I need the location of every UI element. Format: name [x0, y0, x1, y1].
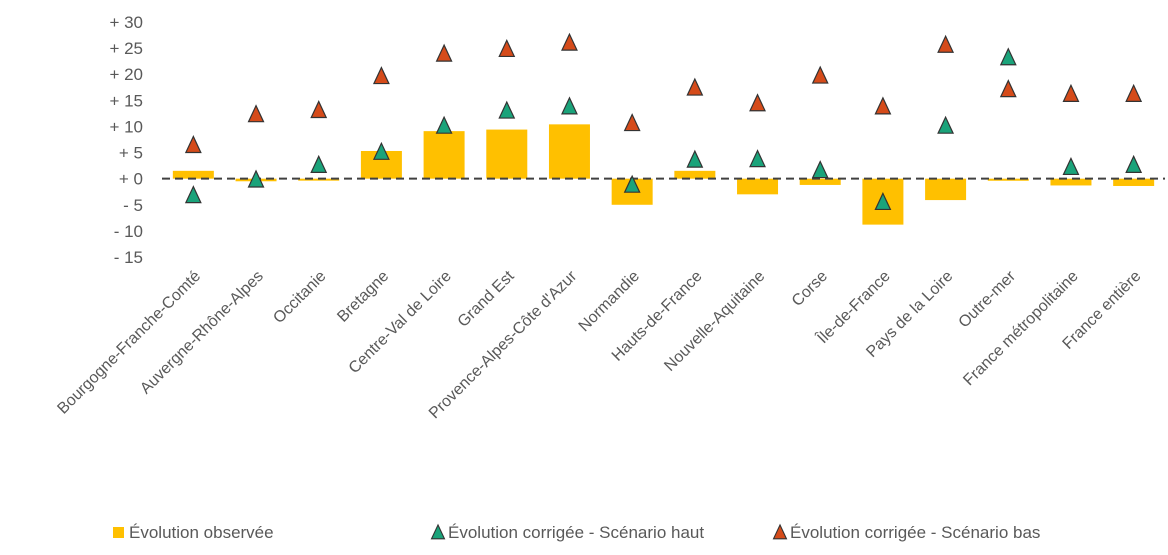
marker-scenario-haut	[1125, 154, 1143, 173]
marker-scenario-haut	[184, 185, 202, 204]
marker-scenario-bas	[184, 135, 202, 154]
bar	[548, 124, 590, 179]
marker-scenario-haut	[686, 149, 704, 168]
bar	[486, 129, 528, 179]
marker-scenario-haut	[372, 141, 390, 160]
marker-scenario-bas	[686, 77, 704, 96]
legend-swatch	[772, 523, 788, 540]
marker-scenario-bas	[999, 79, 1017, 98]
y-tick-label: + 25	[109, 39, 143, 58]
x-tick-label: Corse	[789, 268, 831, 310]
bar	[172, 170, 214, 179]
marker-scenario-bas	[749, 93, 766, 112]
marker-scenario-bas	[310, 100, 328, 119]
bar	[1113, 178, 1155, 186]
y-tick-label: + 10	[109, 117, 143, 136]
marker-scenario-bas	[498, 38, 516, 58]
bar	[423, 131, 465, 179]
marker-scenario-bas	[435, 43, 453, 62]
marker-scenario-haut	[498, 100, 516, 119]
marker-scenario-bas	[937, 34, 955, 53]
marker-scenario-haut	[435, 115, 453, 134]
marker-scenario-bas	[811, 65, 829, 84]
bar	[799, 178, 841, 185]
marker-scenario-bas	[247, 104, 265, 123]
marker-scenario-haut	[310, 154, 328, 173]
x-tick-label: Bretagne	[334, 268, 392, 326]
y-tick-label: + 5	[119, 144, 143, 163]
x-axis: Bourgogne-Franche-ComtéAuvergne-Rhône-Al…	[54, 266, 1144, 422]
bar	[925, 178, 967, 201]
x-tick-label: Grand Est	[455, 267, 518, 330]
marker-scenario-haut	[999, 47, 1017, 66]
y-tick-label: - 10	[114, 222, 143, 241]
bar-series	[172, 124, 1155, 225]
legend-swatch	[113, 527, 124, 538]
bar	[674, 170, 716, 179]
x-tick-label: Centre-Val de Loire	[346, 268, 455, 377]
legend-label: Évolution observée	[129, 523, 274, 542]
bar	[737, 178, 779, 195]
x-tick-label: Outre-mer	[956, 267, 1020, 331]
marker-scenario-bas	[561, 32, 578, 51]
marker-scenario-bas	[372, 66, 390, 85]
marker-scenario-haut	[1062, 156, 1080, 176]
marker-series	[184, 32, 1143, 211]
x-tick-label: France métropolitaine	[960, 268, 1082, 390]
legend: Évolution observée Évolution corrigée - S…	[113, 523, 1040, 542]
marker-scenario-haut	[561, 96, 578, 115]
x-tick-label: Normandie	[576, 268, 643, 335]
y-tick-label: + 0	[119, 170, 143, 189]
y-tick-label: - 5	[123, 196, 143, 215]
marker-scenario-haut	[247, 169, 265, 188]
marker-scenario-haut	[749, 149, 766, 168]
y-tick-label: + 30	[109, 13, 143, 32]
x-tick-label: Auvergne-Rhône-Alpes	[137, 268, 267, 398]
legend-label: Évolution corrigée - Scénario bas	[790, 523, 1040, 542]
bar	[987, 178, 1029, 181]
marker-scenario-haut	[811, 160, 829, 179]
marker-scenario-haut	[937, 115, 955, 134]
marker-scenario-bas	[623, 113, 641, 132]
y-tick-label: + 15	[109, 91, 143, 110]
y-axis: + 30 + 25 + 20 + 15 + 10 + 5 + 0 - 5 - 10 - 15	[109, 13, 143, 267]
bar	[1050, 178, 1092, 186]
marker-scenario-bas	[874, 96, 892, 115]
marker-scenario-haut	[874, 191, 892, 211]
y-tick-label: + 20	[109, 65, 143, 84]
marker-scenario-haut	[623, 174, 641, 193]
marker-scenario-bas	[1062, 83, 1080, 102]
x-tick-label: Occitanie	[270, 268, 329, 327]
y-tick-label: - 15	[114, 248, 143, 267]
marker-scenario-bas	[1125, 83, 1143, 102]
legend-swatch	[430, 523, 446, 540]
legend-label: Évolution corrigée - Scénario haut	[448, 523, 704, 542]
